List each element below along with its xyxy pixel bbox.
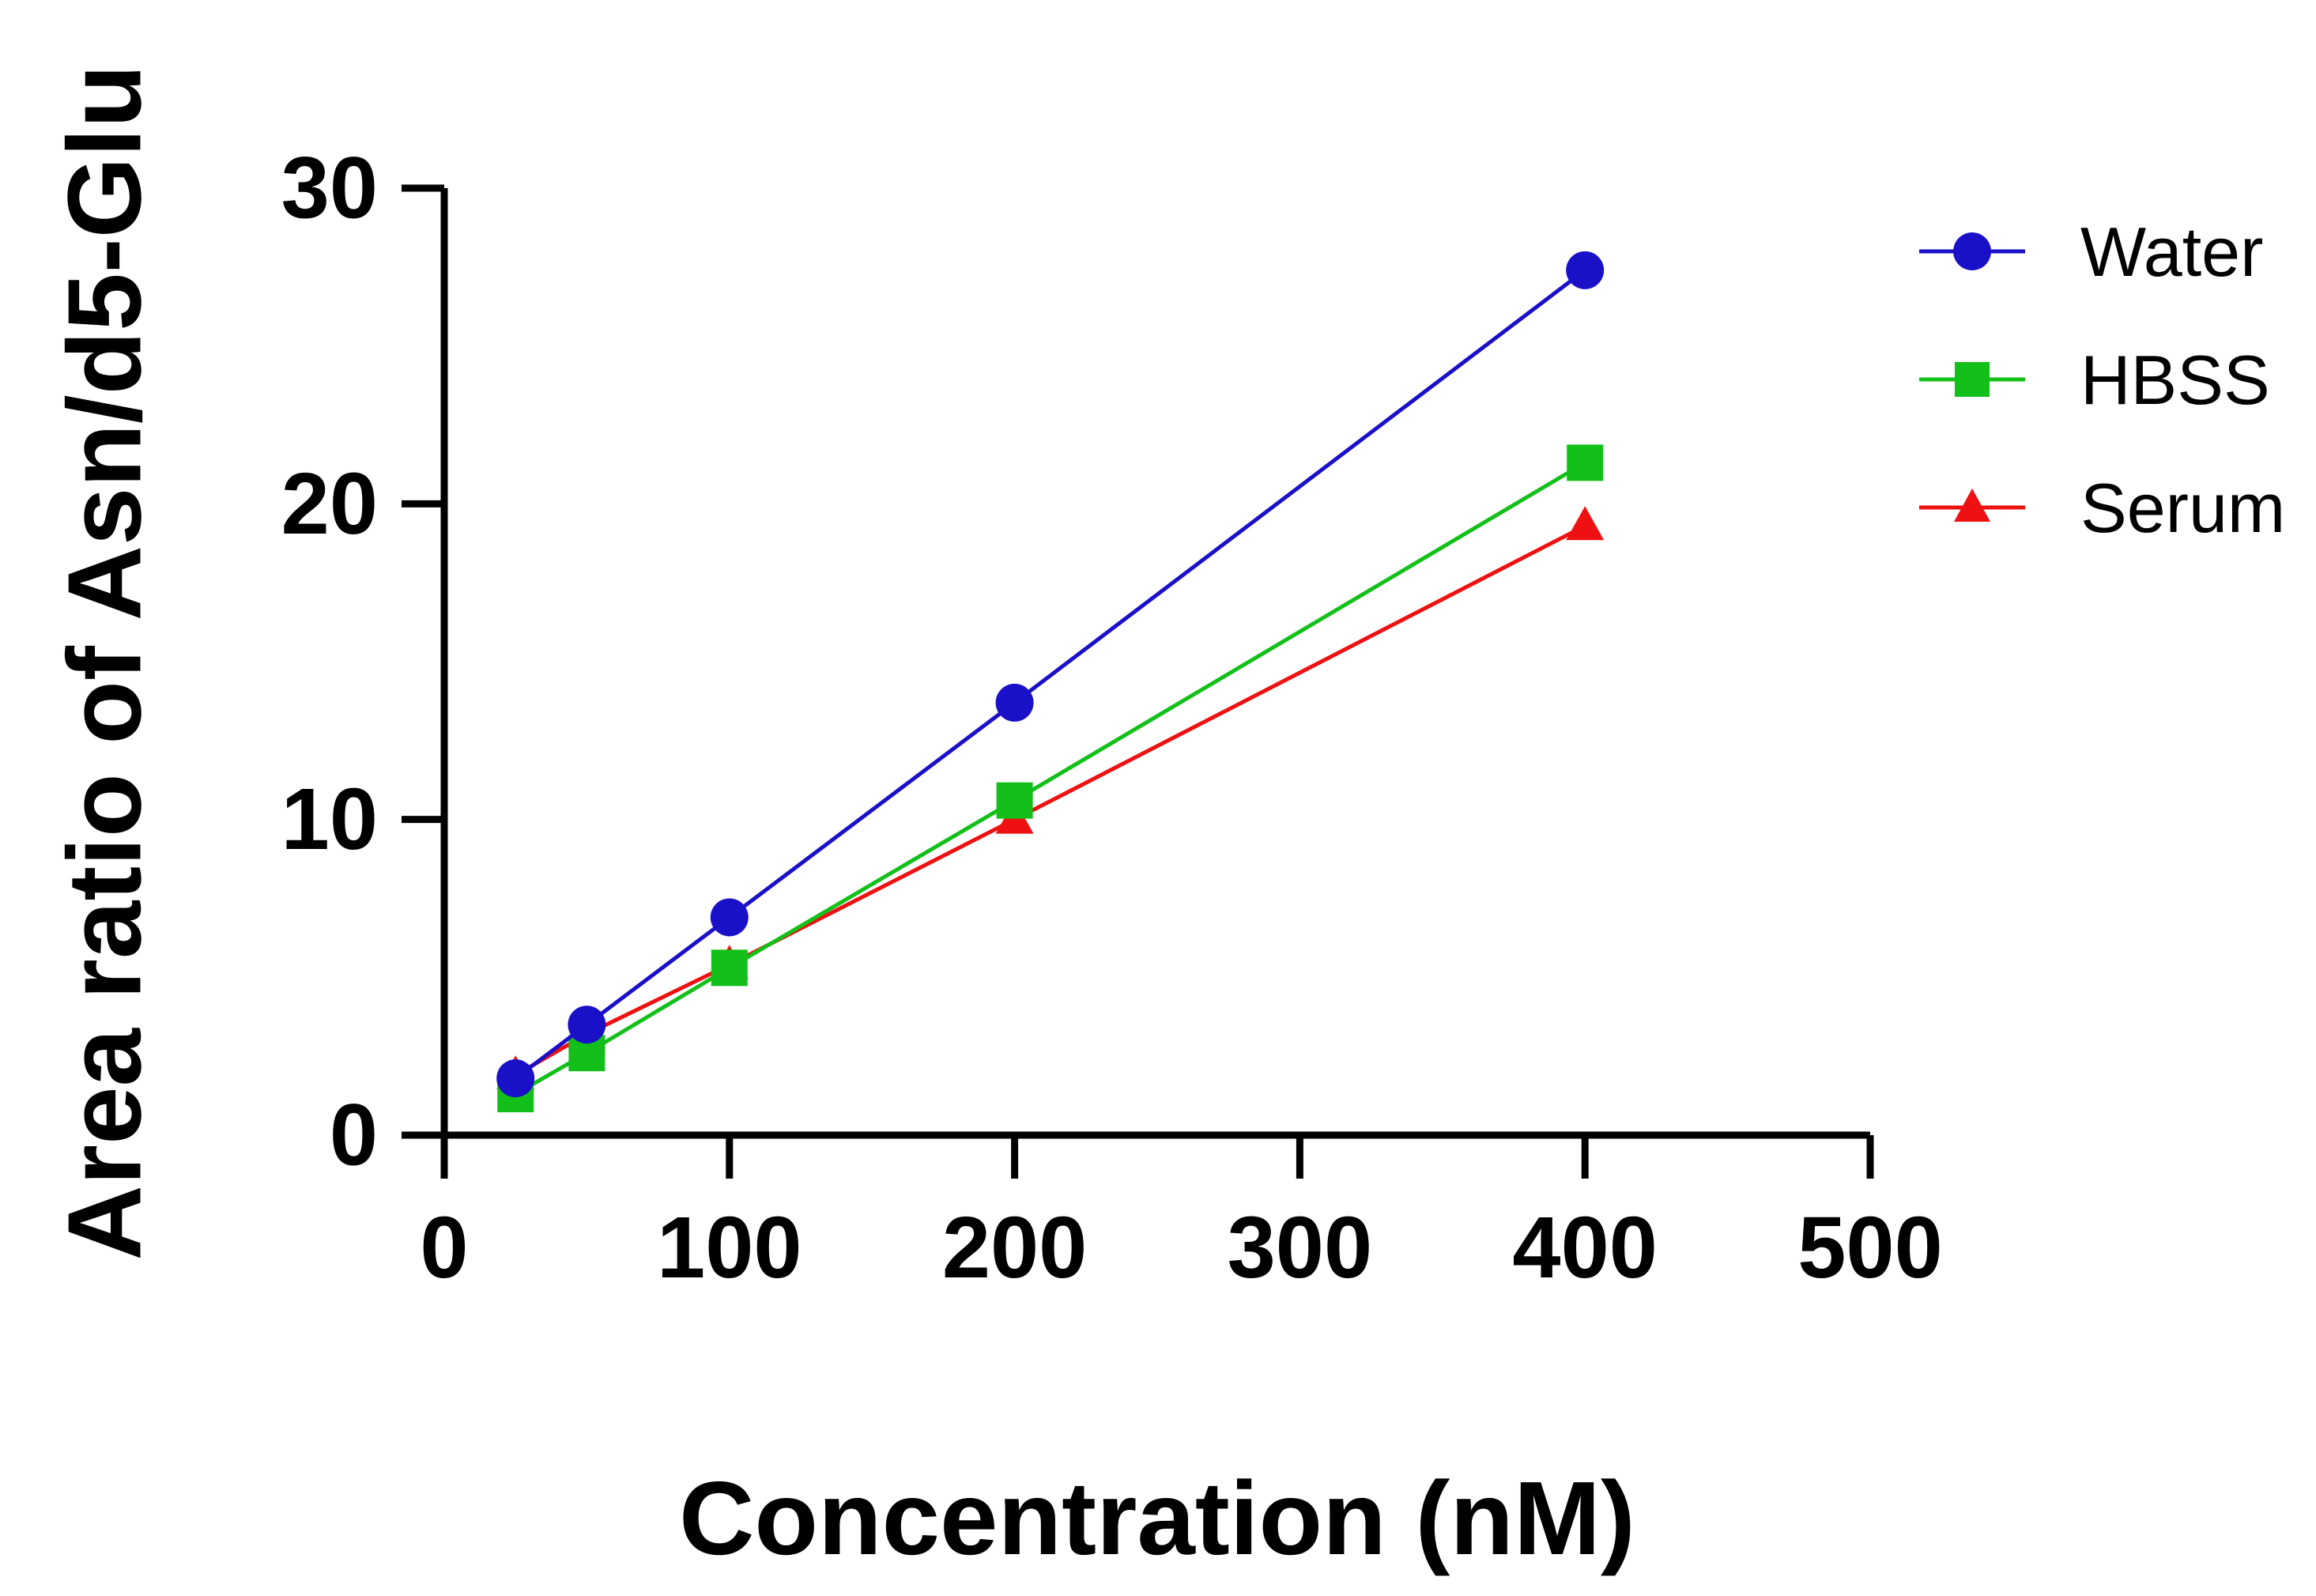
series-water (496, 251, 1605, 1098)
legend-item-serum: Serum (1919, 469, 2285, 547)
legend-item-hbss: HBSS (1919, 341, 2270, 419)
series-hbss (497, 444, 1604, 1113)
x-tick-label-400: 400 (1512, 1199, 1658, 1296)
data-point-water-50 (568, 1006, 606, 1044)
x-axis-title: Concentration (nM) (679, 1460, 1635, 1576)
data-point-serum-400 (1566, 506, 1605, 541)
x-tick-label-200: 200 (942, 1199, 1088, 1296)
series-serum (496, 506, 1605, 1090)
legend-marker-serum (1954, 489, 1990, 522)
x-tick-label-100: 100 (657, 1199, 802, 1296)
y-tick-label-30: 30 (281, 140, 378, 237)
series-line-water (514, 268, 1586, 1081)
y-tick-label-10: 10 (281, 771, 378, 868)
y-tick-label-20: 20 (281, 455, 378, 553)
data-point-hbss-200 (996, 782, 1033, 819)
data-point-hbss-100 (711, 949, 748, 987)
legend-label-hbss: HBSS (2080, 341, 2270, 419)
legend-marker-hbss (1955, 362, 1990, 397)
data-point-water-100 (710, 898, 749, 937)
legend: Water HBSS Serum (1919, 213, 2285, 547)
data-point-water-200 (995, 683, 1034, 722)
x-tick-label-0: 0 (420, 1199, 468, 1296)
data-point-water-25 (496, 1059, 535, 1098)
y-ticks: 0 10 20 30 (281, 140, 444, 1184)
y-axis-title: Area ratio of Asn/d5-Glu (47, 64, 163, 1260)
legend-label-serum: Serum (2080, 469, 2285, 547)
legend-item-water: Water (1919, 213, 2263, 291)
axes (440, 188, 1870, 1139)
legend-marker-water (1953, 232, 1991, 270)
y-tick-label-0: 0 (330, 1087, 378, 1184)
x-ticks: 0 100 200 300 400 500 (420, 1135, 1943, 1296)
x-tick-label-300: 300 (1228, 1199, 1373, 1296)
data-point-water-400 (1566, 251, 1605, 289)
x-tick-label-500: 500 (1797, 1199, 1943, 1296)
legend-label-water: Water (2080, 213, 2263, 291)
data-point-hbss-400 (1567, 444, 1604, 481)
series-line-hbss (514, 461, 1586, 1096)
series-group (496, 251, 1605, 1113)
series-line-serum (514, 524, 1586, 1077)
